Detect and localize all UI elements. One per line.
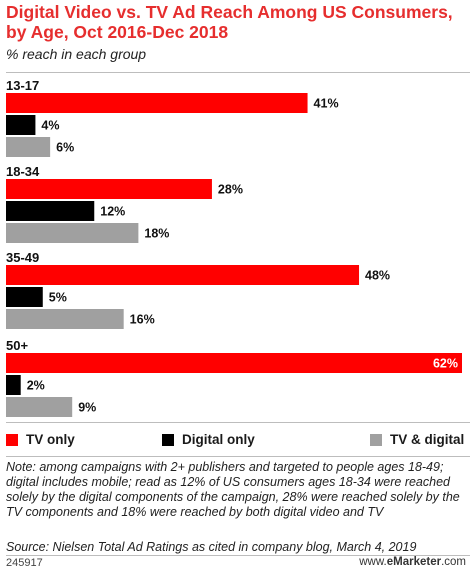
bar-value-label: 16% bbox=[130, 313, 155, 327]
bar-value-label: 4% bbox=[41, 119, 59, 133]
legend-item-tv-digital: TV & digital bbox=[370, 432, 464, 447]
bar-50+-tv-digital bbox=[6, 397, 73, 417]
bar-value-label: 28% bbox=[218, 183, 243, 197]
brand-name: eMarketer bbox=[386, 556, 442, 568]
chart-subtitle: % reach in each group bbox=[6, 46, 147, 62]
chart-source: Source: Nielsen Total Ad Ratings as cite… bbox=[6, 540, 417, 554]
bar-35-49-tv-only bbox=[6, 265, 360, 285]
legend-label-tv-only: TV only bbox=[26, 432, 75, 447]
bar-value-label: 48% bbox=[365, 269, 390, 283]
brand-suffix: .com bbox=[441, 556, 466, 568]
bar-50+-digital-only bbox=[6, 375, 21, 395]
legend-divider bbox=[6, 422, 470, 423]
bar-13-17-digital-only bbox=[6, 115, 36, 135]
bar-value-label: 18% bbox=[144, 227, 169, 241]
legend-swatch-tv-only bbox=[6, 433, 18, 446]
category-label-35-49: 35-49 bbox=[6, 250, 39, 265]
legend-item-digital-only: Digital only bbox=[162, 432, 255, 447]
bar-50+-tv-only bbox=[6, 353, 462, 373]
bar-chart: 13-17 41% 4% 6% 18-34 28% 12% 18% 35-49 48% 5% 16% 5… bbox=[6, 78, 462, 417]
bar-13-17-tv-only bbox=[6, 93, 308, 113]
bar-value-label: 2% bbox=[27, 379, 45, 393]
bar-18-34-digital-only bbox=[6, 201, 95, 221]
legend-swatch-digital-only bbox=[162, 433, 174, 446]
chart-note: Note: among campaigns with 2+ publishers… bbox=[6, 460, 460, 519]
bar-18-34-tv-only bbox=[6, 179, 212, 199]
brand-link[interactable]: www.eMarketer.com bbox=[359, 556, 466, 568]
top-divider bbox=[6, 72, 470, 73]
bar-18-34-tv-digital bbox=[6, 223, 139, 243]
bar-value-label: 62% bbox=[433, 357, 458, 371]
category-label-18-34: 18-34 bbox=[6, 164, 40, 179]
chart-id: 245917 bbox=[6, 557, 43, 569]
legend-label-digital-only: Digital only bbox=[182, 432, 255, 447]
bar-value-label: 41% bbox=[314, 97, 339, 111]
legend-label-tv-digital: TV & digital bbox=[390, 432, 465, 447]
bar-35-49-digital-only bbox=[6, 287, 43, 307]
bar-35-49-tv-digital bbox=[6, 309, 124, 329]
bar-13-17-tv-digital bbox=[6, 137, 51, 157]
legend-swatch-tv-digital bbox=[370, 433, 382, 446]
category-label-50+: 50+ bbox=[6, 338, 28, 353]
bar-value-label: 6% bbox=[56, 141, 74, 155]
legend: TV only Digital only TV & digital bbox=[6, 432, 466, 452]
footer-divider bbox=[6, 555, 470, 556]
category-label-13-17: 13-17 bbox=[6, 78, 39, 93]
bar-value-label: 9% bbox=[78, 401, 96, 415]
chart-title: Digital Video vs. TV Ad Reach Among US C… bbox=[6, 2, 453, 42]
legend-item-tv-only: TV only bbox=[6, 432, 75, 447]
brand-prefix: www. bbox=[359, 556, 387, 568]
bar-value-label: 5% bbox=[49, 291, 67, 305]
notes-divider bbox=[6, 456, 470, 457]
bar-value-label: 12% bbox=[100, 205, 125, 219]
